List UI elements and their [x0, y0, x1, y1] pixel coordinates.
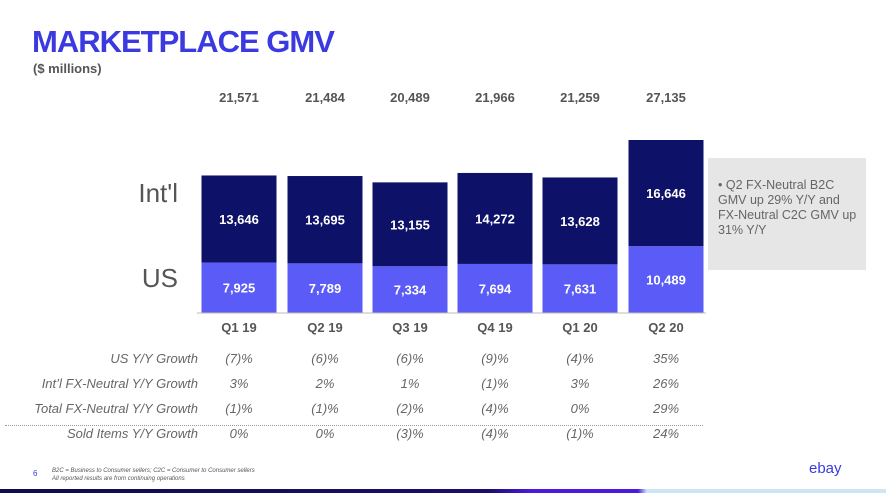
- bar-intl: [201, 175, 277, 263]
- table-cell: (6)%: [396, 351, 424, 366]
- table-cell: (1)%: [566, 426, 594, 441]
- row-label: Int’l FX-Neutral Y/Y Growth: [41, 376, 198, 391]
- table-cell: 3%: [570, 376, 590, 391]
- label-us: 7,925: [223, 281, 256, 296]
- note-box: • Q2 FX-Neutral B2C GMV up 29% Y/Y and F…: [708, 158, 866, 270]
- tick-label: Q1 20: [562, 320, 597, 335]
- label-intl: 14,272: [475, 211, 515, 226]
- bar-us: [201, 262, 277, 313]
- label-total: 21,966: [475, 90, 515, 105]
- bar-us: [287, 263, 363, 313]
- table-cell: 0%: [315, 426, 335, 441]
- bar-us: [542, 264, 618, 313]
- table-cell: 2%: [315, 376, 335, 391]
- bar-us: [372, 266, 448, 313]
- footnote: B2C = Business to Consumer sellers; C2C …: [52, 467, 255, 483]
- label-us: 7,694: [479, 281, 512, 296]
- table-cell: (9)%: [481, 351, 509, 366]
- table-cell: (2)%: [396, 401, 424, 416]
- table-cell: 3%: [229, 376, 249, 391]
- ebay-logo: ebay: [809, 460, 842, 477]
- bar-us: [457, 263, 533, 313]
- label-total: 21,571: [219, 90, 259, 105]
- label-us: 7,334: [394, 283, 427, 298]
- label-intl: 13,628: [560, 214, 600, 229]
- divider: [5, 425, 703, 426]
- label-intl: 13,695: [305, 213, 345, 228]
- row-label: Total FX-Neutral Y/Y Growth: [34, 401, 198, 416]
- table-cell: 24%: [652, 426, 680, 441]
- label-intl: 13,646: [219, 212, 259, 227]
- table-cell: (1)%: [481, 376, 509, 391]
- tick-label: Q3 19: [392, 320, 427, 335]
- tick-label: Q4 19: [477, 320, 512, 335]
- table-cell: (1)%: [225, 401, 253, 416]
- table-cell: (6)%: [311, 351, 339, 366]
- table-cell: (7)%: [225, 351, 253, 366]
- bar-us: [628, 246, 704, 313]
- label-total: 21,484: [305, 90, 346, 105]
- legend-us: US: [142, 263, 178, 293]
- footer-band: [0, 489, 886, 493]
- label-total: 20,489: [390, 90, 430, 105]
- label-us: 7,631: [564, 282, 597, 297]
- table-cell: (3)%: [396, 426, 424, 441]
- bar-intl: [457, 172, 533, 264]
- table-cell: (1)%: [311, 401, 339, 416]
- tick-label: Q2 19: [307, 320, 342, 335]
- tick-label: Q2 20: [648, 320, 683, 335]
- bar-intl: [372, 182, 448, 267]
- label-intl: 16,646: [646, 186, 686, 201]
- table-cell: 35%: [652, 351, 680, 366]
- table-cell: 29%: [652, 401, 680, 416]
- bar-intl: [542, 177, 618, 265]
- table-cell: (4)%: [481, 426, 509, 441]
- footnote-1: B2C = Business to Consumer sellers; C2C …: [52, 468, 255, 474]
- table-cell: (4)%: [566, 351, 594, 366]
- row-label: Sold Items Y/Y Growth: [66, 426, 198, 441]
- label-us: 10,489: [646, 273, 686, 288]
- table-cell: (4)%: [481, 401, 509, 416]
- tick-label: Q1 19: [221, 320, 256, 335]
- gmv-chart: Int'l US 7,925 13,646 21,571 Q1 19 7,789 13,695…: [138, 90, 706, 335]
- label-intl: 13,155: [390, 217, 430, 232]
- label-total: 21,259: [560, 90, 600, 105]
- footnote-2: All reported results are from continuing…: [52, 476, 185, 482]
- note-text: Q2 FX-Neutral B2C GMV up 29% Y/Y and FX-…: [718, 178, 857, 237]
- table-cell: 0%: [229, 426, 249, 441]
- label-total: 27,135: [646, 90, 686, 105]
- table-cell: 0%: [570, 401, 590, 416]
- bar-intl: [628, 140, 704, 247]
- row-label: US Y/Y Growth: [110, 351, 198, 366]
- label-us: 7,789: [309, 281, 342, 296]
- table-cell: 1%: [400, 376, 420, 391]
- table-cell: 26%: [652, 376, 680, 391]
- legend-intl: Int'l: [138, 178, 178, 208]
- page-number: 6: [33, 469, 38, 478]
- page-title: MARKETPLACE GMV: [32, 24, 335, 59]
- bar-intl: [287, 176, 363, 264]
- subtitle: ($ millions): [33, 61, 102, 76]
